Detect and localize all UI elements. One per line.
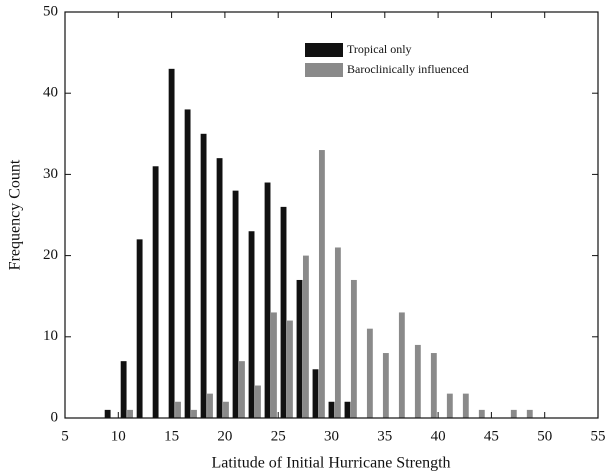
bar	[248, 231, 255, 418]
x-tick-label: 25	[271, 428, 286, 444]
bar	[462, 393, 469, 418]
bar	[430, 353, 437, 418]
y-axis-label: Frequency Count	[7, 159, 24, 270]
bar	[296, 279, 303, 418]
bar	[318, 150, 325, 419]
y-tick-label: 20	[43, 247, 58, 263]
bar	[120, 361, 127, 418]
bar	[344, 401, 351, 418]
bar	[168, 68, 175, 418]
bar	[264, 182, 271, 418]
bar	[312, 369, 319, 418]
x-tick-label: 45	[484, 428, 499, 444]
y-tick-label: 30	[43, 166, 58, 182]
bar	[207, 393, 213, 418]
plot-frame	[64, 11, 599, 419]
x-axis-label: Latitude of Initial Hurricane Strength	[211, 455, 450, 472]
bar	[382, 353, 389, 418]
legend-swatch	[305, 63, 343, 77]
y-tick-label: 50	[43, 3, 58, 19]
bar	[152, 166, 159, 418]
bar	[328, 401, 335, 418]
bar	[510, 409, 517, 418]
bar	[191, 409, 197, 418]
y-tick-label: 40	[43, 85, 58, 101]
bar	[232, 190, 239, 418]
x-tick-label: 15	[164, 428, 179, 444]
bar	[136, 239, 143, 418]
x-tick-label: 55	[591, 428, 606, 444]
bar	[334, 247, 341, 418]
bar	[127, 409, 133, 418]
bar	[446, 393, 453, 418]
x-tick-label: 50	[537, 428, 552, 444]
y-tick-label: 10	[43, 328, 58, 344]
bar	[175, 401, 181, 418]
legend: Tropical only Baroclinically influenced	[305, 42, 469, 77]
x-tick-label: 10	[111, 428, 126, 444]
bar	[526, 409, 533, 418]
bar	[200, 133, 207, 419]
bar	[216, 158, 223, 418]
legend-label: Baroclinically influenced	[347, 62, 469, 76]
x-tick-label: 35	[377, 428, 392, 444]
bar	[271, 312, 277, 418]
bar	[104, 409, 111, 418]
bar	[239, 361, 245, 418]
bar	[350, 279, 357, 418]
bar	[366, 328, 373, 418]
bar	[255, 385, 261, 418]
bar	[286, 320, 293, 418]
x-tick-label: 30	[324, 428, 339, 444]
x-tick-label: 20	[217, 428, 232, 444]
y-tick-label: 0	[51, 409, 59, 425]
bar	[223, 401, 229, 418]
bar	[478, 409, 485, 418]
bar	[414, 344, 421, 418]
legend-swatch	[305, 43, 343, 57]
bar	[398, 312, 405, 418]
legend-label: Tropical only	[347, 42, 412, 56]
bar	[302, 255, 309, 418]
bar	[280, 206, 287, 418]
x-tick-label: 40	[431, 428, 446, 444]
x-tick-label: 5	[61, 428, 69, 444]
bar	[184, 109, 191, 418]
